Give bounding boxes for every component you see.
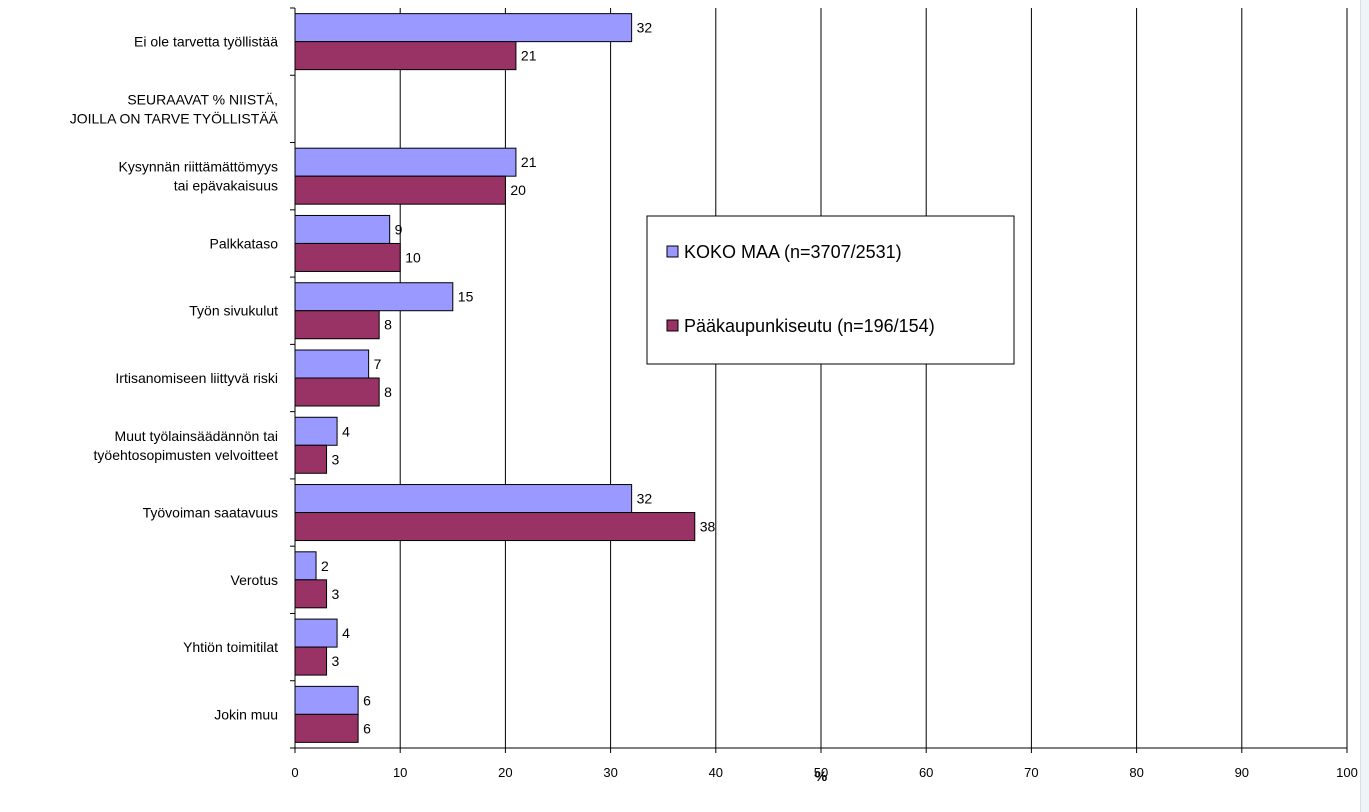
bar-paakaupunkiseutu-irtisanomiseen-liittyv-riski [294, 377, 380, 407]
x-tick-label-100: 100 [1336, 765, 1358, 780]
category-label-verotus: Verotus [231, 572, 278, 588]
x-axis: 0 10 20 30 40 50 60 70 80 90 100 [290, 7, 1358, 780]
data-label-paakaupunkiseutu-irtisanomiseen-liittyv-riski: 8 [384, 384, 392, 400]
x-tick-label-80: 80 [1129, 765, 1143, 780]
data-label-koko-maa-jokin-muu: 6 [363, 692, 371, 708]
category-label-irtisanomiseen-liittyv-riski: Irtisanomiseen liittyvä riski [115, 370, 278, 386]
data-label-koko-maa-kysynn-n-riitt-m-tt-myys: 21 [521, 154, 537, 170]
category-label-yhti-n-toimitilat: Yhtiön toimitilat [183, 639, 278, 655]
bar-paakaupunkiseutu-palkkataso [294, 242, 401, 272]
category-label-seuraavat-niist-line-2: JOILLA ON TARVE TYÖLLISTÄÄ [70, 109, 279, 126]
data-label-paakaupunkiseutu-palkkataso: 10 [405, 249, 421, 265]
bar-koko-maa-muut-ty-lains-d-nn-n-tai [294, 416, 338, 446]
data-label-paakaupunkiseutu-yhti-n-toimitilat: 3 [332, 653, 340, 669]
bar-koko-maa-kysynn-n-riitt-m-tt-myys [294, 147, 517, 177]
x-tick-label-50: 50 [814, 765, 828, 780]
category-labels: Ei ole tarvetta työllistää SEURAAVAT % NI… [70, 34, 279, 723]
bar-koko-maa-jokin-muu [294, 685, 359, 715]
data-label-koko-maa-yhti-n-toimitilat: 4 [342, 625, 350, 641]
bar-paakaupunkiseutu-jokin-muu [294, 713, 359, 743]
x-tick-label-0: 0 [291, 765, 298, 780]
data-label-koko-maa-ty-n-sivukulut: 15 [458, 289, 474, 305]
x-tick-label-60: 60 [919, 765, 933, 780]
legend-box [646, 215, 1015, 365]
data-label-paakaupunkiseutu-ei-ole-tarvetta-ty-llist: 21 [521, 48, 537, 64]
bar-koko-maa-yhti-n-toimitilat [294, 618, 338, 648]
legend-label-koko-maa: KOKO MAA (n=3707/2531) [684, 242, 902, 262]
x-tick-label-40: 40 [709, 765, 723, 780]
category-label-jokin-muu: Jokin muu [214, 706, 278, 722]
category-label-ty-voiman-saatavuus: Työvoiman saatavuus [143, 505, 278, 521]
bar-koko-maa-ty-n-sivukulut [294, 282, 454, 312]
category-label-palkkataso: Palkkataso [210, 235, 279, 251]
x-tick-label-30: 30 [603, 765, 617, 780]
legend-label-paakaupunkiseutu: Pääkaupunkiseutu (n=196/154) [684, 316, 935, 336]
data-label-paakaupunkiseutu-jokin-muu: 6 [363, 720, 371, 736]
legend-swatch-paakaupunkiseutu [666, 319, 679, 332]
x-tick-label-70: 70 [1024, 765, 1038, 780]
data-label-paakaupunkiseutu-kysynn-n-riitt-m-tt-myys: 20 [510, 182, 526, 198]
data-label-koko-maa-palkkataso: 9 [395, 221, 403, 237]
data-label-koko-maa-ei-ole-tarvetta-ty-llist: 32 [637, 20, 653, 36]
bar-paakaupunkiseutu-ty-voiman-saatavuus [294, 512, 696, 542]
data-label-koko-maa-muut-ty-lains-d-nn-n-tai: 4 [342, 423, 350, 439]
bars [294, 13, 696, 743]
category-label-seuraavat-niist-line-1: SEURAAVAT % NIISTÄ, [127, 91, 278, 107]
bar-paakaupunkiseutu-ty-n-sivukulut [294, 310, 380, 340]
category-label-kysynn-n-riitt-m-tt-myys-line-2: tai epävakaisuus [174, 178, 278, 194]
bar-koko-maa-ty-voiman-saatavuus [294, 484, 633, 514]
x-tick-label-20: 20 [498, 765, 512, 780]
window-edge-strip [1360, 0, 1369, 812]
data-label-koko-maa-ty-voiman-saatavuus: 32 [637, 491, 653, 507]
bar-koko-maa-palkkataso [294, 214, 391, 244]
x-axis-label: % [815, 768, 828, 784]
legend-swatch-koko-maa [666, 245, 679, 258]
data-label-paakaupunkiseutu-muut-ty-lains-d-nn-n-tai: 3 [332, 451, 340, 467]
bar-paakaupunkiseutu-yhti-n-toimitilat [294, 646, 328, 676]
data-label-koko-maa-verotus: 2 [321, 558, 329, 574]
bar-paakaupunkiseutu-kysynn-n-riitt-m-tt-myys [294, 175, 506, 205]
bar-koko-maa-irtisanomiseen-liittyv-riski [294, 349, 370, 379]
x-tick-label-90: 90 [1235, 765, 1249, 780]
bar-paakaupunkiseutu-muut-ty-lains-d-nn-n-tai [294, 444, 328, 474]
bar-koko-maa-verotus [294, 551, 317, 581]
category-label-kysynn-n-riitt-m-tt-myys-line-1: Kysynnän riittämättömyys [119, 159, 279, 175]
data-label-koko-maa-irtisanomiseen-liittyv-riski: 7 [374, 356, 382, 372]
bar-koko-maa-ei-ole-tarvetta-ty-llist [294, 13, 633, 43]
bar-paakaupunkiseutu-verotus [294, 579, 328, 609]
data-label-paakaupunkiseutu-ty-n-sivukulut: 8 [384, 317, 392, 333]
category-label-muut-ty-lains-d-nn-n-tai-line-1: Muut työlainsäädännön tai [115, 428, 278, 444]
data-label-paakaupunkiseutu-ty-voiman-saatavuus: 38 [700, 519, 716, 535]
category-label-ei-ole-tarvetta-ty-llist: Ei ole tarvetta työllistää [134, 34, 278, 50]
data-label-paakaupunkiseutu-verotus: 3 [332, 586, 340, 602]
gridlines [399, 8, 1348, 748]
x-tick-label-10: 10 [393, 765, 407, 780]
bar-paakaupunkiseutu-ei-ole-tarvetta-ty-llist [294, 41, 517, 71]
category-label-ty-n-sivukulut: Työn sivukulut [189, 303, 278, 319]
legend: KOKO MAA (n=3707/2531) Pääkaupunkiseutu … [646, 215, 1015, 365]
category-label-muut-ty-lains-d-nn-n-tai-line-2: työehtosopimusten velvoitteet [94, 447, 279, 463]
